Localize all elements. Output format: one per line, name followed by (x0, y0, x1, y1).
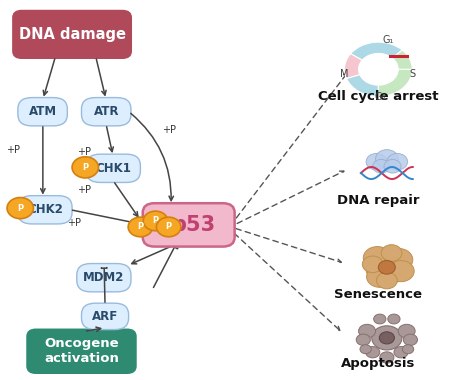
Circle shape (72, 157, 99, 178)
Wedge shape (378, 69, 412, 97)
Circle shape (379, 332, 394, 344)
Text: +P: +P (6, 145, 20, 155)
Wedge shape (345, 54, 362, 79)
Text: CHK2: CHK2 (27, 203, 63, 216)
Text: Cell cycle arrest: Cell cycle arrest (318, 90, 438, 103)
FancyBboxPatch shape (18, 98, 67, 126)
Circle shape (398, 324, 415, 338)
Text: P: P (137, 222, 144, 231)
Wedge shape (392, 50, 412, 69)
FancyBboxPatch shape (13, 11, 131, 58)
Circle shape (366, 266, 393, 287)
FancyBboxPatch shape (86, 154, 140, 182)
Circle shape (7, 198, 34, 218)
FancyBboxPatch shape (143, 203, 235, 247)
Text: P: P (82, 163, 88, 172)
Text: M: M (340, 69, 349, 79)
Circle shape (402, 345, 414, 354)
Circle shape (374, 314, 386, 324)
Text: Apoptosis: Apoptosis (341, 357, 416, 370)
Circle shape (394, 347, 408, 358)
Text: G₁: G₁ (382, 35, 393, 45)
FancyBboxPatch shape (82, 98, 131, 126)
Circle shape (366, 154, 387, 170)
Circle shape (156, 217, 181, 237)
Text: p53: p53 (171, 215, 216, 235)
Wedge shape (346, 75, 378, 97)
Circle shape (375, 150, 398, 168)
Circle shape (387, 154, 408, 170)
Circle shape (376, 272, 397, 289)
Circle shape (128, 217, 153, 237)
Text: P: P (153, 217, 158, 225)
Circle shape (143, 211, 168, 231)
Circle shape (363, 247, 392, 269)
Text: ATM: ATM (28, 105, 57, 118)
Circle shape (384, 160, 401, 173)
Text: P: P (17, 204, 23, 212)
Text: DNA damage: DNA damage (18, 27, 126, 42)
Circle shape (356, 334, 370, 345)
Text: +P: +P (162, 125, 176, 135)
Circle shape (373, 160, 390, 173)
Circle shape (388, 261, 414, 282)
Wedge shape (351, 42, 402, 60)
Circle shape (380, 352, 394, 363)
Text: CHK1: CHK1 (95, 162, 131, 175)
Text: +P: +P (67, 218, 82, 228)
FancyBboxPatch shape (27, 329, 136, 373)
FancyBboxPatch shape (18, 196, 72, 224)
Circle shape (378, 261, 395, 274)
Text: G₂: G₂ (374, 92, 385, 102)
Text: MDM2: MDM2 (83, 271, 125, 284)
Text: P: P (165, 222, 172, 231)
FancyBboxPatch shape (82, 303, 128, 329)
Text: S: S (409, 69, 415, 79)
Text: ATR: ATR (93, 105, 119, 118)
Circle shape (358, 324, 375, 338)
Text: DNA repair: DNA repair (337, 194, 419, 207)
Circle shape (365, 347, 380, 358)
Circle shape (384, 249, 413, 271)
Text: ARF: ARF (92, 310, 118, 323)
Text: +P: +P (77, 147, 91, 157)
Circle shape (388, 314, 400, 324)
Circle shape (360, 345, 371, 354)
Circle shape (365, 250, 408, 284)
Text: Senescence: Senescence (334, 288, 422, 301)
FancyBboxPatch shape (77, 264, 131, 292)
Circle shape (403, 334, 418, 345)
Text: Oncogene
activation: Oncogene activation (44, 337, 119, 365)
Circle shape (381, 245, 402, 261)
Text: +P: +P (77, 185, 91, 195)
Circle shape (372, 326, 402, 350)
Circle shape (362, 256, 383, 272)
